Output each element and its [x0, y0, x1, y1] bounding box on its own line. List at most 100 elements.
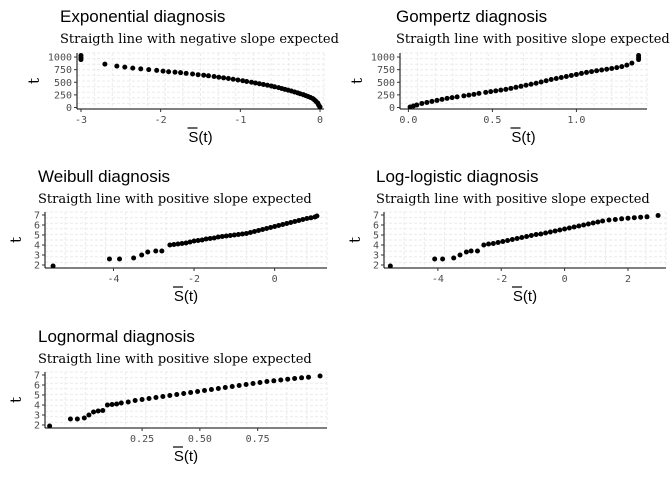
data-point	[268, 225, 274, 230]
data-point	[304, 216, 310, 221]
data-point	[225, 76, 231, 82]
data-point	[612, 217, 618, 222]
x-tick-label: -2	[155, 115, 167, 126]
data-point	[444, 95, 450, 101]
y-tick-label: 3	[34, 411, 40, 422]
data-point	[503, 86, 509, 92]
data-point	[95, 408, 101, 414]
data-point	[236, 383, 242, 388]
data-point	[256, 228, 262, 233]
data-point	[581, 222, 587, 228]
panel-4: Log-logistic diagnosis Straigth line with…	[346, 167, 667, 305]
y-tick-label: 6	[373, 221, 379, 232]
data-point	[292, 219, 298, 224]
panel-title: Lognormal diagnosis	[38, 327, 195, 346]
y-tick-label: 2	[34, 261, 40, 272]
data-point	[440, 256, 446, 262]
data-point	[585, 221, 591, 227]
panel-subtitle: Straigth line with positive slope expect…	[396, 32, 670, 47]
data-point	[154, 67, 160, 73]
data-point	[203, 236, 209, 242]
data-point	[468, 248, 474, 254]
y-tick-label: 2	[34, 421, 40, 432]
y-tick-label: 1000	[48, 53, 72, 64]
data-point	[533, 80, 539, 86]
data-point	[131, 255, 137, 261]
y-tick-label: 4	[34, 401, 40, 412]
data-point	[139, 252, 145, 258]
data-point	[81, 415, 87, 421]
data-point	[519, 235, 525, 240]
data-point	[271, 378, 277, 384]
panel-title: Gompertz diagnosis	[396, 7, 547, 26]
data-point	[215, 234, 221, 240]
data-point	[495, 240, 501, 245]
data-point	[138, 66, 144, 72]
grid-lines	[44, 211, 328, 269]
data-point	[187, 239, 193, 245]
data-point	[543, 230, 549, 236]
data-point	[91, 409, 97, 415]
data-point	[296, 218, 302, 223]
scatter-points	[407, 53, 642, 110]
y-tick-label: 5	[34, 231, 40, 242]
data-point	[114, 401, 120, 407]
data-point	[191, 238, 197, 244]
data-point	[595, 219, 601, 225]
data-point	[130, 65, 136, 71]
x-tick-label: 0.75	[246, 434, 270, 445]
data-point	[230, 76, 236, 82]
data-point	[429, 98, 435, 104]
data-point	[631, 215, 637, 221]
data-point	[424, 99, 430, 105]
data-point	[146, 396, 152, 401]
y-axis-label: t	[346, 237, 364, 243]
data-point	[205, 73, 211, 79]
y-tick-label: 500	[377, 78, 395, 89]
grid-lines	[44, 371, 328, 429]
data-point	[175, 241, 181, 247]
data-point	[247, 230, 253, 235]
data-point	[146, 67, 152, 73]
data-point	[100, 408, 106, 413]
y-tick-label: 5	[373, 231, 379, 242]
data-point	[481, 242, 487, 248]
data-point	[434, 97, 440, 103]
data-point	[524, 234, 530, 239]
data-point	[132, 398, 138, 403]
data-point	[86, 412, 92, 418]
data-point	[314, 213, 320, 219]
data-point	[207, 236, 213, 241]
x-axis-label: S(t)	[513, 288, 537, 305]
data-point	[195, 72, 201, 78]
data-point	[264, 379, 270, 384]
data-point	[486, 241, 492, 247]
data-point	[195, 238, 201, 243]
data-point	[276, 223, 282, 228]
x-tick-label: 0.50	[188, 434, 212, 445]
y-tick-label: 2	[373, 261, 379, 272]
data-point	[159, 248, 165, 254]
x-tick-label: -2	[495, 274, 507, 285]
data-point	[419, 100, 425, 106]
data-point	[215, 386, 221, 391]
panel-title: Weibull diagnosis	[38, 167, 170, 186]
data-point	[201, 388, 207, 393]
data-point	[264, 82, 270, 88]
panel-subtitle: Straigth line with negative slope expect…	[60, 32, 339, 47]
data-point	[260, 82, 266, 88]
data-point	[589, 69, 595, 75]
data-point	[584, 69, 590, 75]
y-tick-label: 1000	[371, 53, 395, 64]
data-point	[306, 374, 312, 380]
data-point	[568, 72, 574, 78]
y-tick-label: 3	[373, 251, 379, 262]
y-tick-label: 250	[54, 90, 72, 101]
data-point	[223, 233, 229, 239]
data-point	[500, 239, 506, 244]
data-point	[256, 81, 262, 87]
data-point	[174, 392, 180, 397]
y-axis-label: t	[7, 397, 25, 403]
data-point	[457, 252, 463, 258]
data-point	[239, 231, 245, 237]
